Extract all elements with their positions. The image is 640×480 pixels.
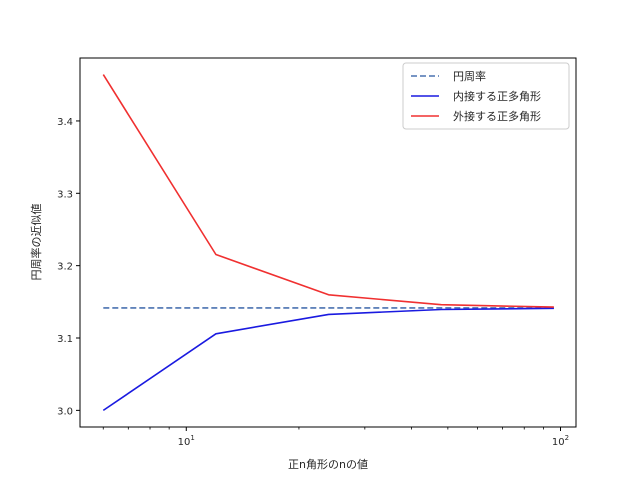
- legend-label-0: 円周率: [453, 69, 486, 83]
- y-axis-label: 円周率の近似値: [29, 204, 43, 281]
- legend-label-1: 内接する正多角形: [453, 89, 541, 103]
- x-axis-label: 正n角形のnの値: [288, 458, 368, 471]
- y-tick-label: 3.2: [57, 262, 73, 273]
- y-tick-label: 3.4: [57, 117, 73, 128]
- plot-lines: [102, 74, 554, 412]
- axes-frame: [79, 57, 577, 428]
- series-line-2: [102, 74, 554, 308]
- y-tick-label: 3.1: [57, 334, 73, 345]
- legend-label-2: 外接する正多角形: [453, 109, 541, 123]
- y-axis-ticks: 3.0 3.1 3.2 3.3 3.4: [57, 117, 80, 417]
- y-tick-label: 3.0: [57, 406, 73, 417]
- series-line-1: [102, 307, 554, 412]
- y-tick-label: 3.3: [57, 189, 73, 200]
- legend-box: [402, 62, 570, 130]
